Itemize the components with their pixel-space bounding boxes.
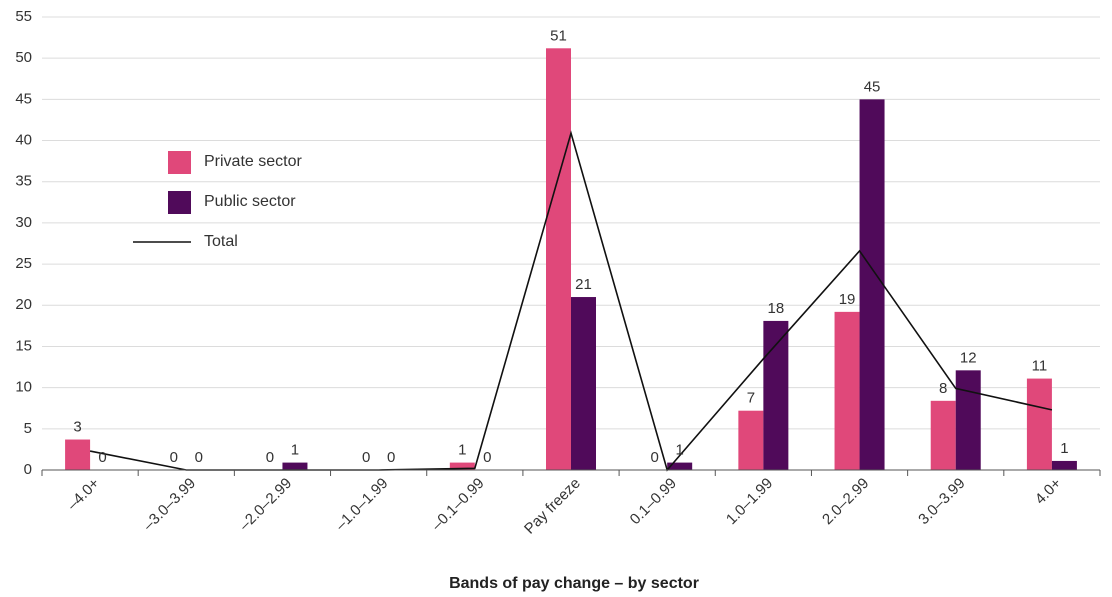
bar-data-label: 7 — [747, 390, 755, 407]
x-tick-label: –3.0–3.99 — [140, 475, 199, 534]
x-axis-title: Bands of pay change – by sector — [449, 575, 699, 592]
bars — [65, 48, 1077, 470]
bar-public-sector — [667, 462, 693, 470]
bar-data-label: 0 — [651, 449, 659, 466]
x-tick-label: –1.0–1.99 — [332, 475, 391, 534]
bar-data-label: 0 — [98, 449, 106, 466]
legend-label: Private sector — [204, 153, 302, 170]
x-tick-label: Pay freeze — [521, 475, 584, 538]
bar-data-label: 1 — [291, 442, 299, 459]
bar-data-label: 21 — [575, 276, 592, 293]
bar-data-label: 1 — [1060, 440, 1068, 457]
y-tick-label: 45 — [15, 90, 32, 107]
y-tick-label: 5 — [24, 420, 32, 437]
bar-private-sector — [834, 311, 860, 470]
x-tick-label: 2.0–2.99 — [819, 475, 872, 528]
y-tick-label: 0 — [24, 461, 32, 478]
bar-private-sector — [930, 400, 956, 470]
bar-data-label: 11 — [1032, 358, 1048, 375]
bar-private-sector — [546, 48, 571, 470]
bar-public-sector — [859, 99, 885, 470]
bar-private-sector — [449, 462, 475, 470]
y-axis-ticks: 0 5 10 15 20 25 30 35 40 45 50 55 — [15, 8, 32, 478]
x-tick-label: 4.0+ — [1032, 475, 1065, 508]
legend-label: Total — [204, 233, 238, 250]
bar-data-label: 18 — [768, 300, 785, 317]
legend-swatch — [168, 151, 191, 174]
bar-public-sector — [763, 320, 789, 470]
bar-data-label: 51 — [550, 27, 567, 44]
bar-private-sector — [65, 439, 91, 470]
y-tick-label: 20 — [15, 296, 32, 313]
y-tick-label: 15 — [15, 337, 32, 354]
y-tick-label: 10 — [15, 379, 32, 396]
bar-data-label: 45 — [864, 78, 881, 95]
x-tick-label: 0.1–0.99 — [627, 475, 680, 528]
bar-public-sector — [955, 370, 981, 470]
y-tick-label: 40 — [15, 132, 32, 149]
x-axis: –4.0+ –3.0–3.99 –2.0–2.99 –1.0–1.99 –0.1–0.9… — [41, 469, 1101, 538]
y-tick-label: 25 — [15, 255, 32, 272]
bar-data-label: 0 — [266, 449, 274, 466]
y-tick-label: 35 — [15, 173, 32, 190]
legend: Private sector Public sector Total — [133, 151, 302, 250]
x-tick-label: 1.0–1.99 — [723, 475, 776, 528]
x-tick-label: 3.0–3.99 — [915, 475, 968, 528]
bar-data-label: 1 — [676, 442, 684, 459]
bar-public-sector — [1051, 460, 1077, 470]
bar-data-label: 0 — [195, 449, 203, 466]
y-tick-label: 50 — [15, 49, 32, 66]
bar-data-label: 0 — [387, 449, 395, 466]
bar-data-label: 0 — [483, 449, 491, 466]
bar-data-label: 12 — [960, 349, 977, 366]
bar-data-label: 0 — [362, 449, 370, 466]
bar-private-sector — [1026, 378, 1052, 470]
bar-data-label: 3 — [73, 419, 81, 436]
y-tick-label: 55 — [15, 8, 32, 25]
x-tick-label: –0.1–0.99 — [428, 475, 487, 534]
x-tick-label: –4.0+ — [64, 475, 103, 514]
legend-swatch — [168, 191, 191, 214]
bar-data-label: 8 — [939, 380, 947, 397]
y-tick-label: 30 — [15, 214, 32, 231]
bar-private-sector — [738, 410, 764, 470]
x-tick-label: –2.0–2.99 — [236, 475, 295, 534]
bar-data-label: 1 — [458, 442, 466, 459]
legend-label: Public sector — [204, 193, 296, 210]
bar-data-label: 19 — [839, 291, 856, 308]
bar-public-sector — [571, 297, 596, 470]
bar-data-label: 0 — [170, 449, 178, 466]
bar-public-sector — [282, 462, 308, 470]
